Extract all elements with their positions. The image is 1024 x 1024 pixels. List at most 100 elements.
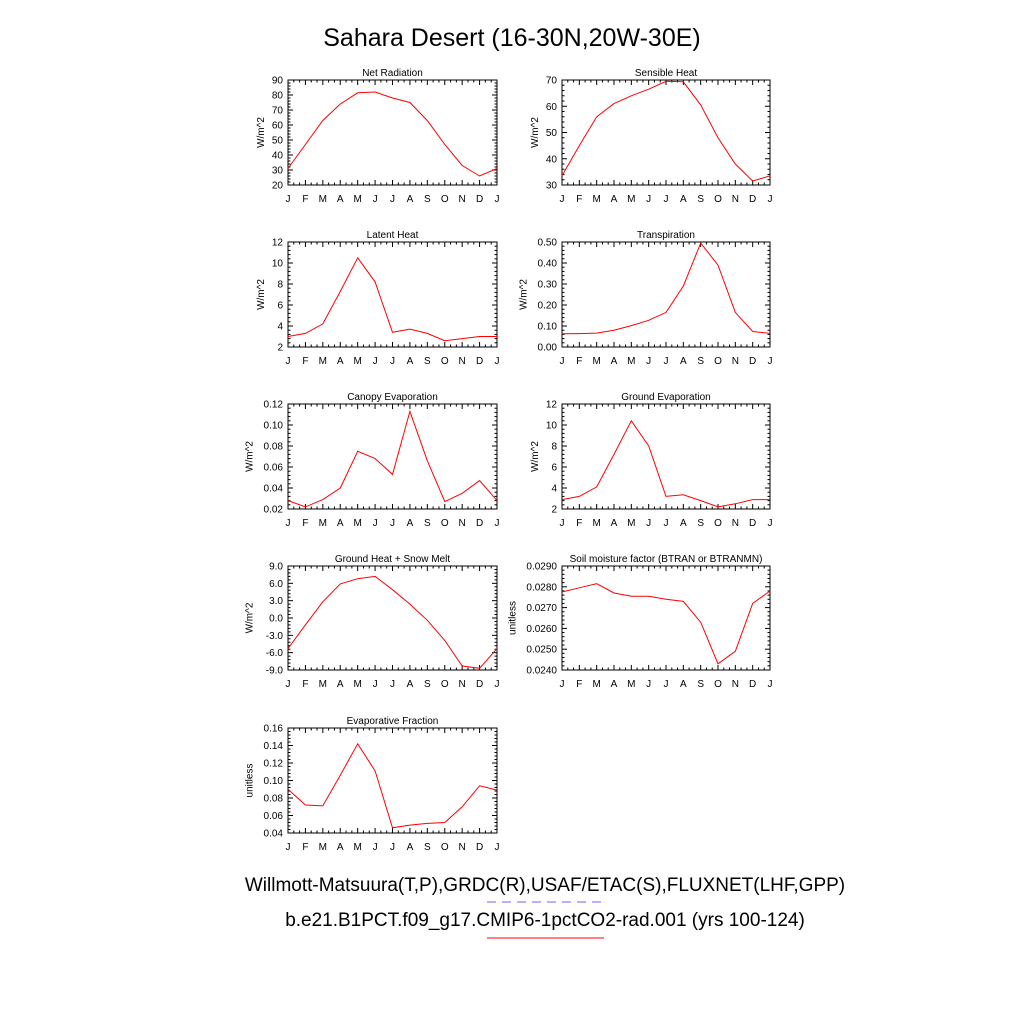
- y-tick-label: 0.12: [264, 759, 284, 770]
- panel-title: Ground Heat + Snow Melt: [335, 554, 451, 565]
- x-tick-label: S: [424, 356, 431, 367]
- x-tick-label: N: [459, 518, 466, 529]
- x-tick-label: F: [302, 842, 308, 853]
- x-tick-label: A: [680, 356, 687, 367]
- y-tick-label: 0.10: [264, 421, 284, 432]
- x-tick-label: S: [697, 518, 704, 529]
- x-tick-label: J: [560, 679, 565, 690]
- x-tick-label: A: [337, 356, 344, 367]
- y-tick-label: 30: [272, 166, 284, 177]
- x-tick-label: M: [319, 842, 327, 853]
- y-tick-label: 0.0270: [526, 603, 557, 614]
- x-tick-label: J: [373, 679, 378, 690]
- plot-frame: [561, 79, 771, 186]
- x-tick-label: D: [749, 518, 756, 529]
- x-tick-label: J: [560, 518, 565, 529]
- x-tick-label: N: [459, 679, 466, 690]
- legend-obs-label: Willmott-Matsuura(T,P),GRDC(R),USAF/ETAC…: [245, 875, 845, 896]
- x-tick-label: M: [319, 518, 327, 529]
- panel-title: Ground Evaporation: [621, 392, 711, 403]
- x-tick-label: M: [319, 679, 327, 690]
- y-tick-label: 2: [277, 343, 283, 354]
- plot-frame: [287, 79, 498, 186]
- x-tick-label: J: [495, 842, 500, 853]
- x-tick-label: F: [302, 194, 308, 205]
- y-tick-label: 30: [546, 181, 558, 192]
- panel-title: Net Radiation: [362, 68, 423, 79]
- y-tick-label: 0.06: [264, 463, 284, 474]
- y-tick-label: 0.0290: [526, 562, 557, 573]
- y-tick-label: 0.08: [264, 442, 284, 453]
- x-tick-label: D: [476, 194, 483, 205]
- y-axis-label: unitless: [507, 601, 518, 635]
- series-line-1: [561, 242, 771, 335]
- x-tick-label: N: [732, 194, 739, 205]
- x-tick-label: O: [714, 356, 722, 367]
- x-tick-label: S: [424, 842, 431, 853]
- y-tick-label: 0.30: [538, 280, 558, 291]
- y-tick-label: 0.00: [538, 343, 558, 354]
- y-tick-label: 0.04: [264, 484, 284, 495]
- x-tick-label: M: [627, 518, 635, 529]
- series-line-1: [561, 583, 771, 665]
- y-tick-label: -9.0: [266, 666, 284, 677]
- plot-frame: [561, 241, 771, 348]
- y-tick-label: 0.04: [264, 829, 284, 840]
- x-tick-label: J: [390, 842, 395, 853]
- x-tick-label: F: [302, 356, 308, 367]
- x-tick-label: J: [286, 356, 291, 367]
- x-tick-label: M: [319, 356, 327, 367]
- y-axis-label: unitless: [245, 764, 256, 798]
- panel-title: Soil moisture factor (BTRAN or BTRANMN): [570, 554, 763, 565]
- x-tick-label: S: [697, 679, 704, 690]
- x-tick-label: J: [560, 356, 565, 367]
- x-tick-label: A: [337, 194, 344, 205]
- series-line-1: [287, 742, 498, 829]
- plot-frame: [287, 565, 498, 671]
- y-tick-label: 6: [277, 301, 283, 312]
- y-axis-label: W/m^2: [245, 602, 256, 633]
- chart-panel-8: Soil moisture factor (BTRAN or BTRANMN) J…: [507, 554, 772, 690]
- x-tick-label: A: [680, 194, 687, 205]
- x-tick-label: O: [441, 679, 449, 690]
- y-tick-label: 0.02: [264, 505, 284, 516]
- y-tick-label: 60: [546, 102, 558, 113]
- y-tick-label: 9.0: [269, 562, 283, 573]
- x-tick-label: D: [476, 518, 483, 529]
- y-axis-label: W/m^2: [530, 117, 541, 148]
- x-tick-label: S: [424, 518, 431, 529]
- y-tick-label: -3.0: [266, 631, 284, 642]
- y-tick-label: 6.0: [269, 579, 283, 590]
- y-tick-label: 0.0240: [526, 666, 557, 677]
- x-tick-label: O: [714, 679, 722, 690]
- y-axis-label: W/m^2: [519, 279, 530, 310]
- y-tick-label: 0.0280: [526, 582, 557, 593]
- plot-frame: [287, 727, 498, 834]
- y-tick-label: 50: [272, 136, 284, 147]
- x-tick-label: M: [627, 194, 635, 205]
- x-tick-label: J: [286, 518, 291, 529]
- y-axis-label: W/m^2: [530, 441, 541, 472]
- x-tick-label: M: [592, 518, 600, 529]
- x-tick-label: J: [664, 194, 669, 205]
- y-tick-label: 20: [272, 181, 284, 192]
- y-axis-label: W/m^2: [245, 441, 256, 472]
- y-axis-label: W/m^2: [256, 117, 267, 148]
- x-tick-label: D: [749, 679, 756, 690]
- series-line-1: [287, 575, 498, 669]
- y-tick-label: 40: [546, 154, 558, 165]
- y-tick-label: -6.0: [266, 648, 284, 659]
- x-tick-label: J: [286, 842, 291, 853]
- panel-title: Canopy Evaporation: [347, 392, 438, 403]
- x-tick-label: J: [495, 518, 500, 529]
- y-tick-label: 0.0260: [526, 624, 557, 635]
- x-tick-label: M: [592, 194, 600, 205]
- x-tick-label: D: [749, 356, 756, 367]
- x-tick-label: M: [319, 194, 327, 205]
- y-tick-label: 10: [272, 259, 284, 270]
